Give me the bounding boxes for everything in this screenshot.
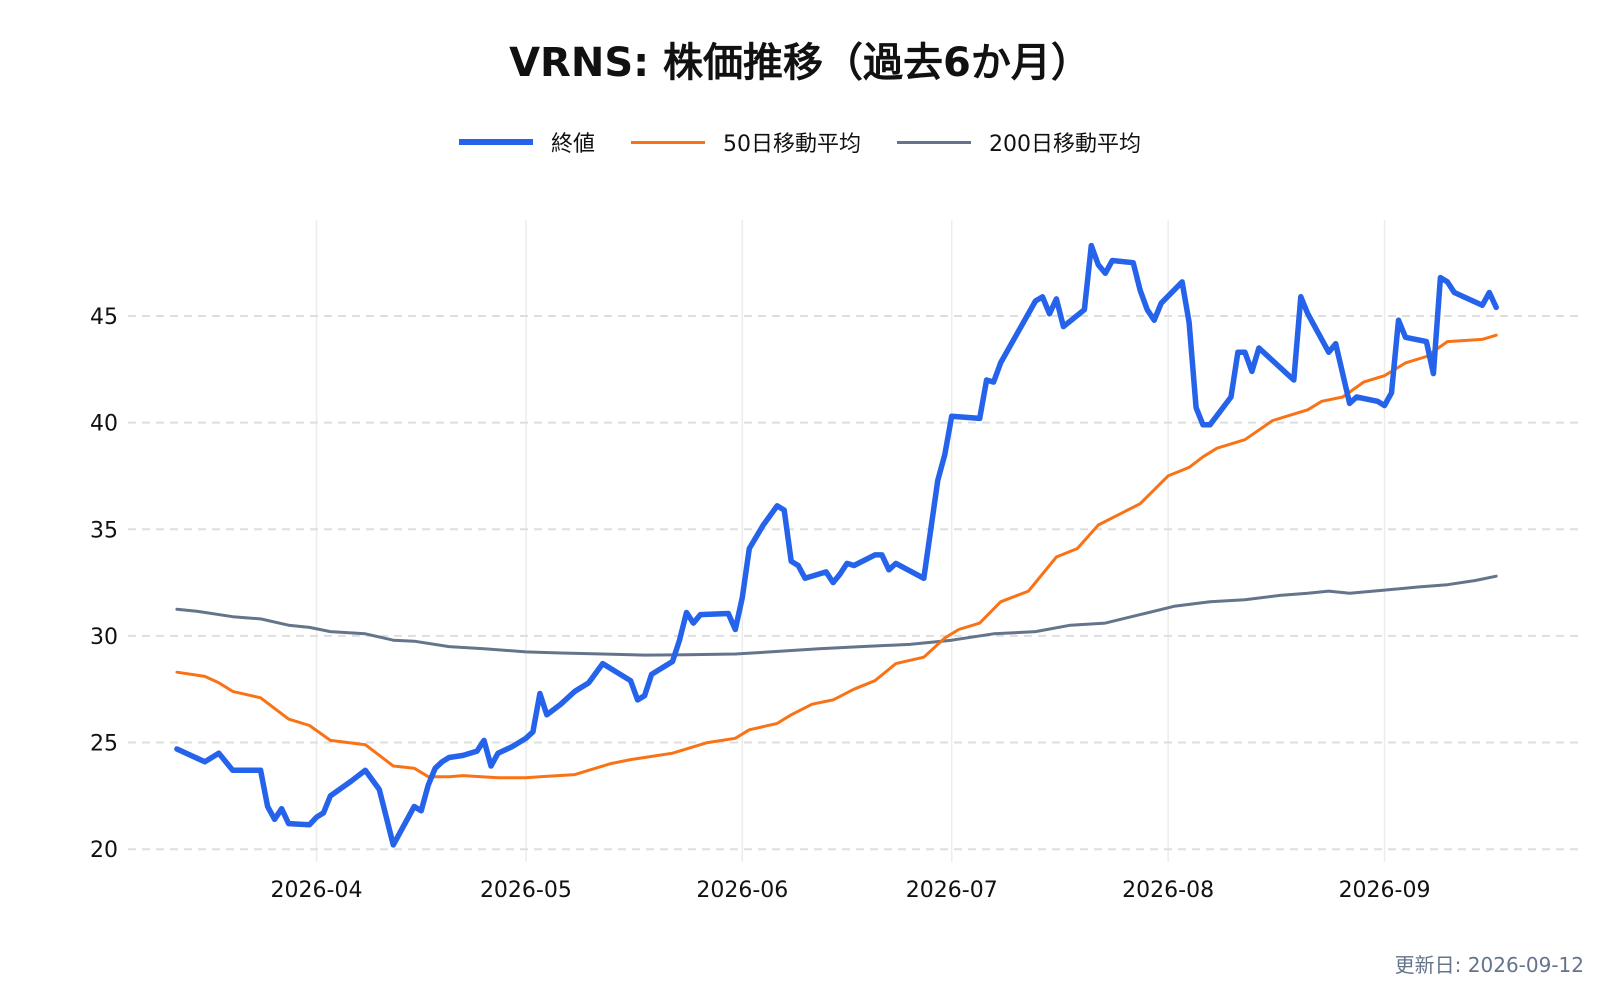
legend-label-ma50: 50日移動平均 (723, 132, 861, 157)
legend-label-ma200: 200日移動平均 (989, 132, 1141, 157)
legend-swatch-close (458, 139, 533, 145)
axis-layer: 2026-04 2026-05 2026-06 2026-07 2026-08 2026-… (90, 305, 1430, 903)
x-tick-label: 2026-09 (1339, 878, 1431, 903)
legend-item-close: 終値 (458, 126, 595, 158)
series-line-ma200 (175, 574, 1498, 657)
y-tick-label: 45 (90, 305, 118, 330)
y-tick-label: 30 (90, 625, 118, 650)
chart-title: VRNS: 株価推移（過去6か月） (509, 40, 1091, 86)
x-tick-label: 2026-04 (271, 878, 363, 903)
series-line-close (174, 242, 1499, 848)
chart-legend: 終値 50日移動平均 200日移動平均 (0, 126, 1600, 158)
x-tick-label: 2026-06 (696, 878, 788, 903)
x-tick-label: 2026-07 (906, 878, 998, 903)
x-tick-label: 2026-08 (1122, 878, 1214, 903)
y-tick-label: 25 (90, 732, 118, 757)
series-line-ma50 (175, 333, 1498, 780)
y-tick-label: 20 (90, 838, 118, 863)
grid-layer (128, 220, 1580, 862)
legend-item-ma50: 50日移動平均 (631, 126, 861, 158)
legend-label-close: 終値 (550, 132, 595, 157)
updated-date: 更新日: 2026-09-12 (1394, 953, 1584, 977)
y-tick-label: 40 (90, 412, 118, 437)
legend-item-ma200: 200日移動平均 (897, 126, 1141, 158)
series-layer (174, 242, 1499, 848)
legend-swatch-ma200 (897, 140, 971, 144)
legend-swatch-ma50 (631, 140, 705, 144)
x-tick-label: 2026-05 (480, 878, 572, 903)
y-tick-label: 35 (90, 518, 118, 543)
